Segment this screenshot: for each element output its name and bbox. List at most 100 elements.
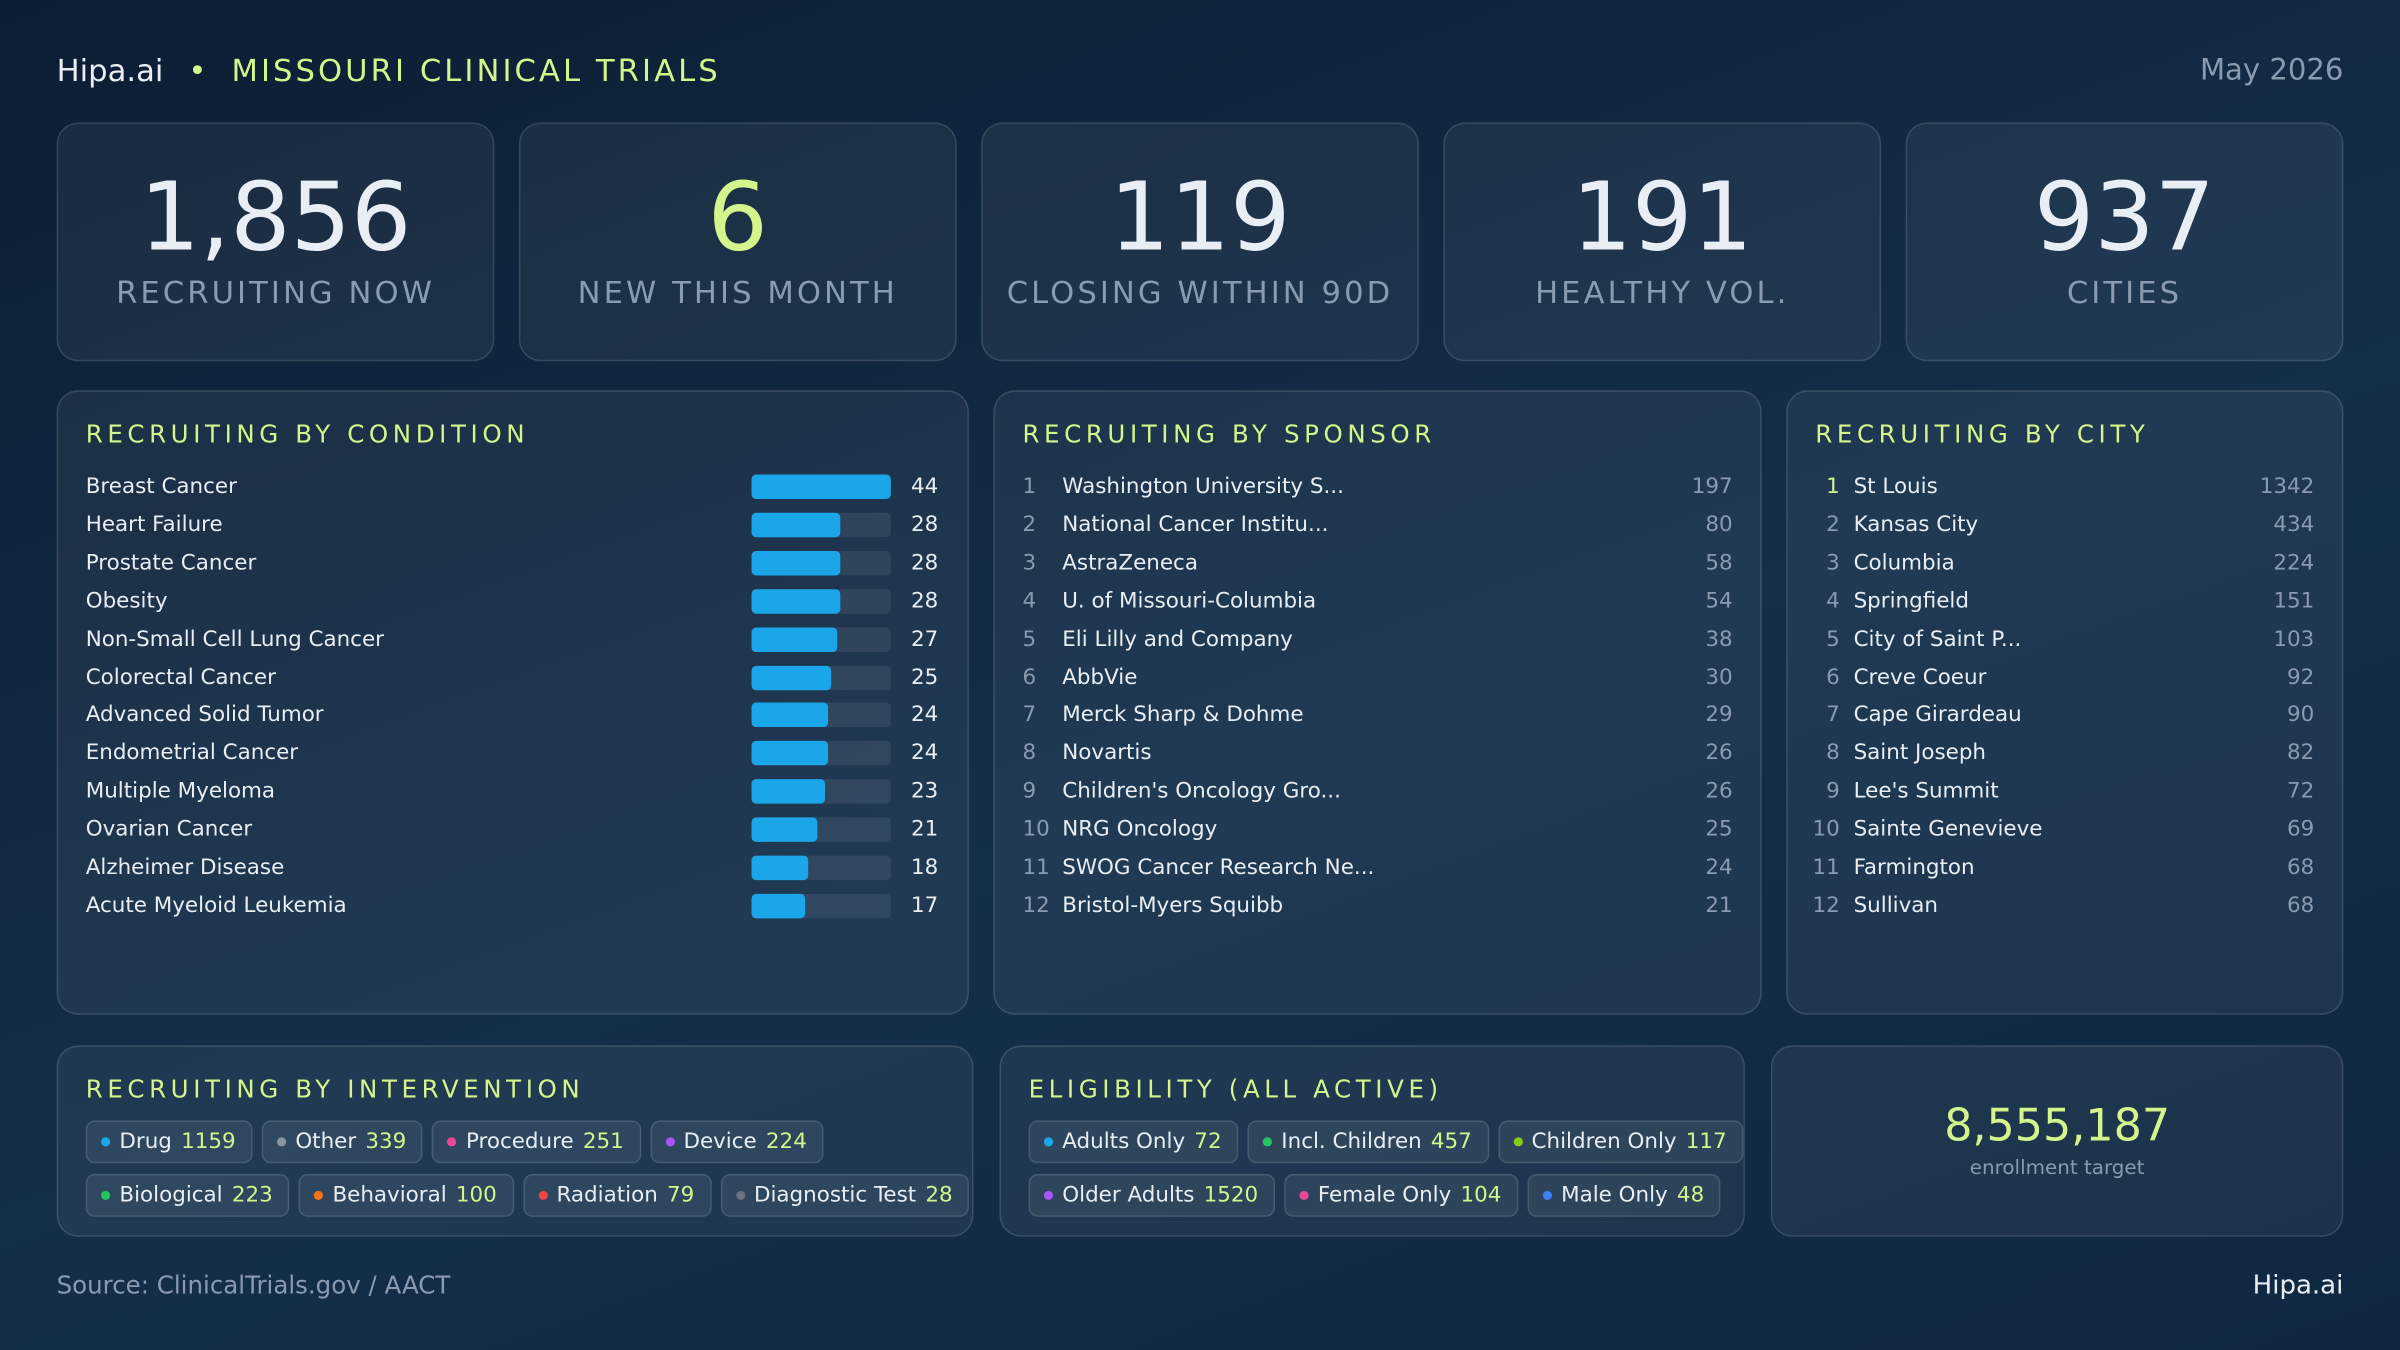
condition-name: Obesity	[85, 588, 168, 614]
city-value: 72	[2286, 779, 2315, 804]
sponsor-name: U. of Missouri-Columbia	[1062, 588, 1317, 614]
chip-dot	[1262, 1137, 1273, 1147]
chip-row: Biological 223 Behavioral 100 Radiation 79 Dia…	[85, 1173, 979, 1217]
chip-name: Diagnostic Test	[753, 1183, 917, 1208]
chip-name: Drug	[119, 1129, 172, 1155]
sponsor-value: 25	[1705, 817, 1733, 842]
sponsor-value: 54	[1705, 588, 1733, 614]
chip-name: Behavioral	[332, 1183, 447, 1208]
chip-dot	[665, 1137, 675, 1147]
condition-value: 27	[910, 626, 939, 652]
bar	[751, 588, 841, 614]
bar	[751, 779, 825, 804]
sponsor-value: 197	[1691, 474, 1733, 499]
kpi-card: 191 HEALTHY VOL.	[1443, 122, 1882, 362]
panel-title: RECRUITING BY SPONSOR	[1022, 419, 1436, 449]
bar-track	[751, 665, 891, 690]
city-name: Kansas City	[1853, 512, 1979, 538]
header-title: MISSOURI CLINICAL TRIALS	[231, 52, 721, 89]
header: Hipa.ai • MISSOURI CLINICAL TRIALS	[57, 52, 721, 89]
bar-track	[751, 893, 891, 919]
condition-panel: RECRUITING BY CONDITION Breast Cancer 44 He…	[56, 390, 969, 1015]
bar	[751, 665, 831, 690]
bar	[751, 741, 828, 766]
city-value: 151	[2273, 588, 2315, 614]
kpi-card: 6 NEW THIS MONTH	[518, 122, 957, 362]
condition-name: Alzheimer Disease	[85, 855, 285, 881]
rank: 3	[1022, 550, 1037, 576]
city-name: Saint Joseph	[1853, 741, 1987, 766]
city-value: 68	[2286, 893, 2315, 919]
chip-name: Procedure	[465, 1129, 574, 1155]
bar	[751, 817, 818, 842]
chip-row: Older Adults 1520 Female Only 104 Male Only 4…	[1028, 1173, 1731, 1217]
condition-value: 24	[910, 703, 939, 728]
rank: 9	[1826, 779, 1840, 804]
bar	[751, 550, 841, 576]
chip-dot	[1513, 1137, 1523, 1147]
condition-value: 25	[910, 665, 939, 690]
chip-value: 100	[455, 1183, 497, 1208]
sponsor-name: Merck Sharp & Dohme	[1062, 703, 1304, 728]
bar-track	[751, 550, 891, 576]
chip-dot	[314, 1190, 324, 1201]
brand: Hipa.ai	[56, 52, 164, 89]
rank: 4	[1022, 588, 1037, 614]
rank: 7	[1022, 703, 1037, 728]
sponsor-value: 30	[1705, 665, 1733, 690]
chip: Diagnostic Test 28	[720, 1173, 970, 1217]
chip-value: 28	[925, 1183, 953, 1208]
target-label: enrollment target	[1969, 1157, 2145, 1181]
rank: 3	[1826, 550, 1840, 576]
chip-name: Female Only	[1317, 1183, 1452, 1208]
rank: 2	[1022, 512, 1037, 538]
bar-track	[751, 817, 891, 842]
source: Source: ClinicalTrials.gov / AACT	[56, 1270, 451, 1300]
chip-name: Radiation	[556, 1183, 658, 1208]
sponsor-name: NRG Oncology	[1062, 817, 1218, 842]
sponsor-name: AbbVie	[1062, 665, 1138, 690]
sponsor-value: 38	[1705, 626, 1733, 652]
chip-name: Device	[683, 1129, 757, 1155]
condition-value: 28	[910, 588, 939, 614]
condition-value: 17	[910, 893, 939, 919]
city-name: City of Saint P...	[1853, 626, 2022, 652]
condition-value: 21	[910, 817, 939, 842]
bar-track	[751, 512, 891, 538]
kpi-label: CLOSING WITHIN 90D	[1006, 273, 1394, 311]
condition-value: 23	[910, 779, 939, 804]
chip-dot	[1542, 1190, 1552, 1201]
kpi-value: 1,856	[139, 160, 412, 273]
bar-track	[751, 779, 891, 804]
chip-dot	[1299, 1190, 1309, 1201]
chip-dot	[735, 1190, 745, 1201]
city-name: Lee's Summit	[1853, 779, 1999, 804]
condition-value: 28	[910, 550, 939, 576]
chip-dot	[1043, 1190, 1054, 1201]
target-value: 8,555,187	[1944, 1098, 2171, 1152]
city-value: 82	[2286, 741, 2315, 766]
chip-name: Adults Only	[1062, 1129, 1186, 1155]
bar	[751, 512, 841, 538]
panel-title: ELIGIBILITY (ALL ACTIVE)	[1028, 1074, 1443, 1104]
chip-dot	[101, 1137, 111, 1147]
kpi-label: RECRUITING NOW	[116, 273, 435, 311]
city-value: 103	[2273, 626, 2315, 652]
chip-value: 223	[231, 1183, 273, 1208]
condition-value: 44	[910, 474, 939, 499]
panel-title: RECRUITING BY INTERVENTION	[85, 1074, 585, 1104]
panel-title: RECRUITING BY CONDITION	[85, 419, 530, 449]
city-panel: RECRUITING BY CITY 1 St Louis 1342 2 Kansas C…	[1786, 390, 2344, 1015]
condition-value: 24	[910, 741, 939, 766]
rank: 12	[1812, 893, 1840, 919]
bar-track	[751, 626, 891, 652]
chip: Older Adults 1520	[1028, 1173, 1276, 1217]
footer-brand: Hipa.ai	[2252, 1270, 2344, 1302]
chip-value: 457	[1430, 1129, 1472, 1155]
condition-name: Advanced Solid Tumor	[85, 703, 324, 728]
chip-value: 104	[1460, 1183, 1502, 1208]
rank: 4	[1826, 588, 1840, 614]
rank: 10	[1022, 817, 1050, 842]
